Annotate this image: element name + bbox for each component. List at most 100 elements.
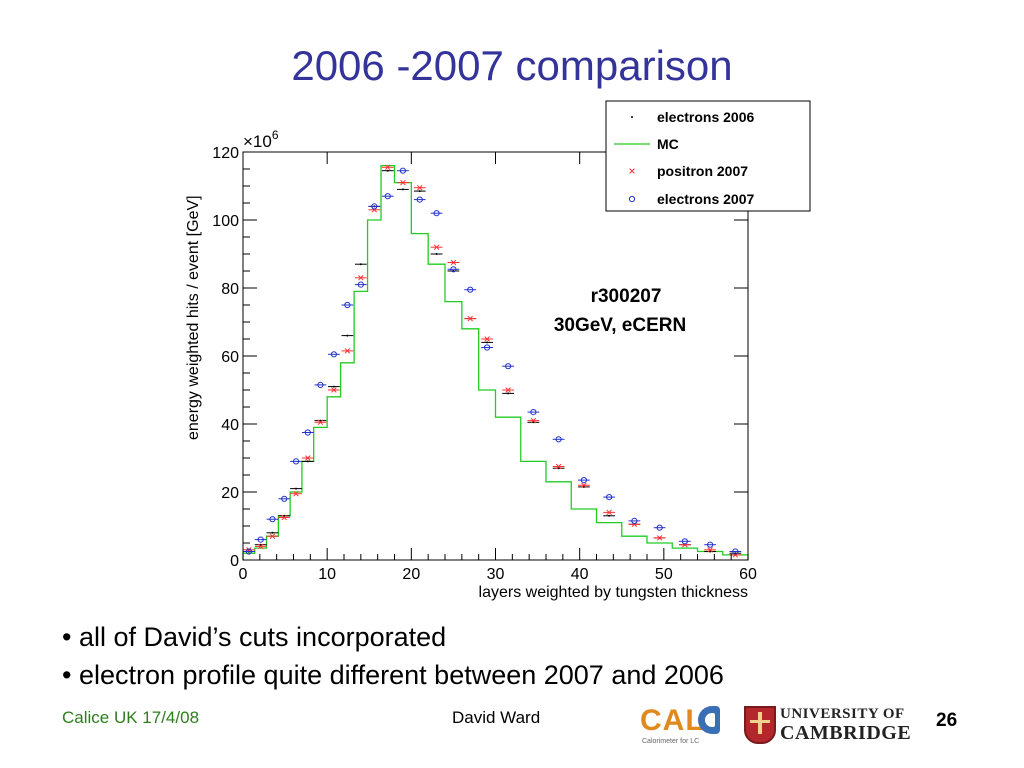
- point-electrons-2007: [281, 495, 288, 502]
- legend-label: electrons 2006: [657, 109, 754, 125]
- point-electrons-2007: [606, 494, 613, 501]
- annotation-line-2: 30GeV, eCERN: [554, 315, 686, 336]
- point-positron-2007: [433, 244, 440, 250]
- legend-box: [605, 100, 811, 212]
- point-electrons-2007: [269, 516, 276, 523]
- point-positron-2007: [317, 419, 324, 426]
- point-electrons-2007: [330, 351, 337, 358]
- point-electrons-2006: [435, 253, 438, 255]
- point-positron-2007: [484, 336, 490, 342]
- y-tick-label: 40: [221, 417, 239, 434]
- footer-author: David Ward: [452, 708, 541, 727]
- y-multiplier-exp: 6: [272, 128, 279, 142]
- legend: electrons 2006 MC positron 2007 electrons 2…: [605, 100, 811, 212]
- mc-histogram-group: [242, 164, 749, 560]
- point-electrons-2006: [386, 169, 389, 172]
- point-electrons-2006: [608, 514, 611, 517]
- point-positron-2007: [555, 463, 562, 470]
- point-electrons-2006: [359, 263, 362, 266]
- point-electrons-2007: [707, 541, 714, 548]
- point-electrons-2007: [631, 517, 638, 525]
- point-positron-2007: [606, 509, 612, 516]
- x-tick-label: 10: [318, 566, 336, 583]
- point-positron-2007: [281, 514, 287, 521]
- point-electrons-2007: [317, 381, 324, 388]
- point-positron-2007: [400, 179, 406, 186]
- point-electrons-2007: [399, 167, 407, 174]
- y-tick-label: 0: [230, 553, 239, 570]
- calice-logo-e-icon: [698, 706, 720, 734]
- cambridge-logo-line2: CAMBRIDGE: [780, 722, 912, 744]
- plot-frame: [242, 151, 749, 561]
- cambridge-logo: UNIVERSITY OF CAMBRIDGE: [744, 706, 924, 744]
- x-axis-label: layers weighted by tungsten thickness: [479, 584, 748, 601]
- slide-title: 2006 -2007 comparison: [291, 42, 733, 89]
- x-tick-label: 0: [239, 566, 248, 583]
- y-tick-label: 100: [212, 213, 239, 230]
- footer-event: Calice UK 17/4/08: [62, 708, 200, 727]
- cambridge-logo-line1: UNIVERSITY OF: [780, 706, 905, 722]
- point-electrons-2007: [450, 266, 457, 273]
- point-positron-2007: [467, 315, 474, 322]
- axes-group: 0 10 20 30 40 50 60 0 20 40 60 80 100 120: [212, 145, 757, 583]
- point-electrons-2006: [507, 392, 510, 395]
- y-multiplier: ×106: [243, 128, 279, 151]
- point-electrons-2007: [371, 203, 378, 210]
- bullet-list: • all of David’s cuts incorporated • ele…: [62, 618, 724, 694]
- point-electrons-2007: [467, 286, 474, 293]
- point-electrons-2007: [505, 363, 512, 370]
- y-tick-label: 80: [221, 281, 239, 298]
- point-electrons-2007: [304, 429, 311, 436]
- mc-histogram-line: [242, 164, 749, 560]
- point-electrons-2007: [555, 436, 562, 443]
- legend-label: MC: [657, 136, 679, 152]
- calice-logo-subtitle: Calorimeter for LC: [642, 738, 700, 745]
- point-positron-2007: [344, 348, 351, 354]
- point-electrons-2007: [681, 538, 688, 545]
- point-electrons-2006: [486, 341, 489, 344]
- point-positron-2007: [257, 543, 264, 550]
- point-positron-2007: [450, 259, 457, 266]
- legend-dot-swatch: [631, 116, 633, 118]
- point-positron-2007: [581, 482, 587, 488]
- x-tick-label: 60: [739, 566, 757, 583]
- point-positron-2007: [358, 275, 364, 281]
- point-electrons-2006: [346, 334, 349, 337]
- point-electrons-2006: [418, 190, 421, 193]
- point-electrons-2007: [732, 548, 739, 555]
- point-electrons-2007: [416, 196, 423, 203]
- profile-chart: 0 10 20 30 40 50 60 0 20 40 60 80 100 120 ×106 layers…: [185, 100, 811, 601]
- y-tick-label: 20: [221, 485, 239, 502]
- data-points-group: [243, 164, 742, 558]
- point-electrons-2006: [306, 460, 309, 463]
- y-tick-label: 60: [221, 349, 239, 366]
- x-tick-label: 30: [487, 566, 505, 583]
- point-electrons-2007: [530, 409, 537, 416]
- point-electrons-2006: [401, 188, 404, 191]
- point-positron-2007: [707, 547, 713, 553]
- bullet-item: • electron profile quite different betwe…: [62, 660, 724, 690]
- point-positron-2007: [385, 164, 391, 171]
- annotation-line-1: r300207: [591, 286, 662, 307]
- y-multiplier-base: ×10: [243, 132, 272, 151]
- legend-x-swatch: [629, 168, 635, 174]
- point-electrons-2007: [292, 458, 300, 465]
- point-electrons-2007: [344, 301, 351, 309]
- point-positron-2007: [505, 387, 511, 393]
- bullet-item: • all of David’s cuts incorporated: [62, 622, 447, 652]
- point-electrons-2006: [295, 487, 298, 490]
- point-electrons-2006: [332, 385, 335, 388]
- x-tick-label: 50: [655, 566, 673, 583]
- point-positron-2007: [293, 490, 299, 497]
- point-electrons-2007: [580, 477, 587, 484]
- point-electrons-2007: [357, 281, 364, 288]
- y-axis-label: energy weighted hits / event [GeV]: [185, 195, 202, 440]
- point-positron-2007: [331, 387, 337, 393]
- page-number: 26: [936, 710, 958, 731]
- point-electrons-2007: [656, 524, 663, 531]
- point-electrons-2006: [271, 531, 274, 534]
- point-positron-2007: [416, 184, 423, 191]
- cambridge-shield-icon: [744, 706, 776, 744]
- point-electrons-2007: [245, 548, 252, 555]
- point-positron-2007: [269, 533, 276, 539]
